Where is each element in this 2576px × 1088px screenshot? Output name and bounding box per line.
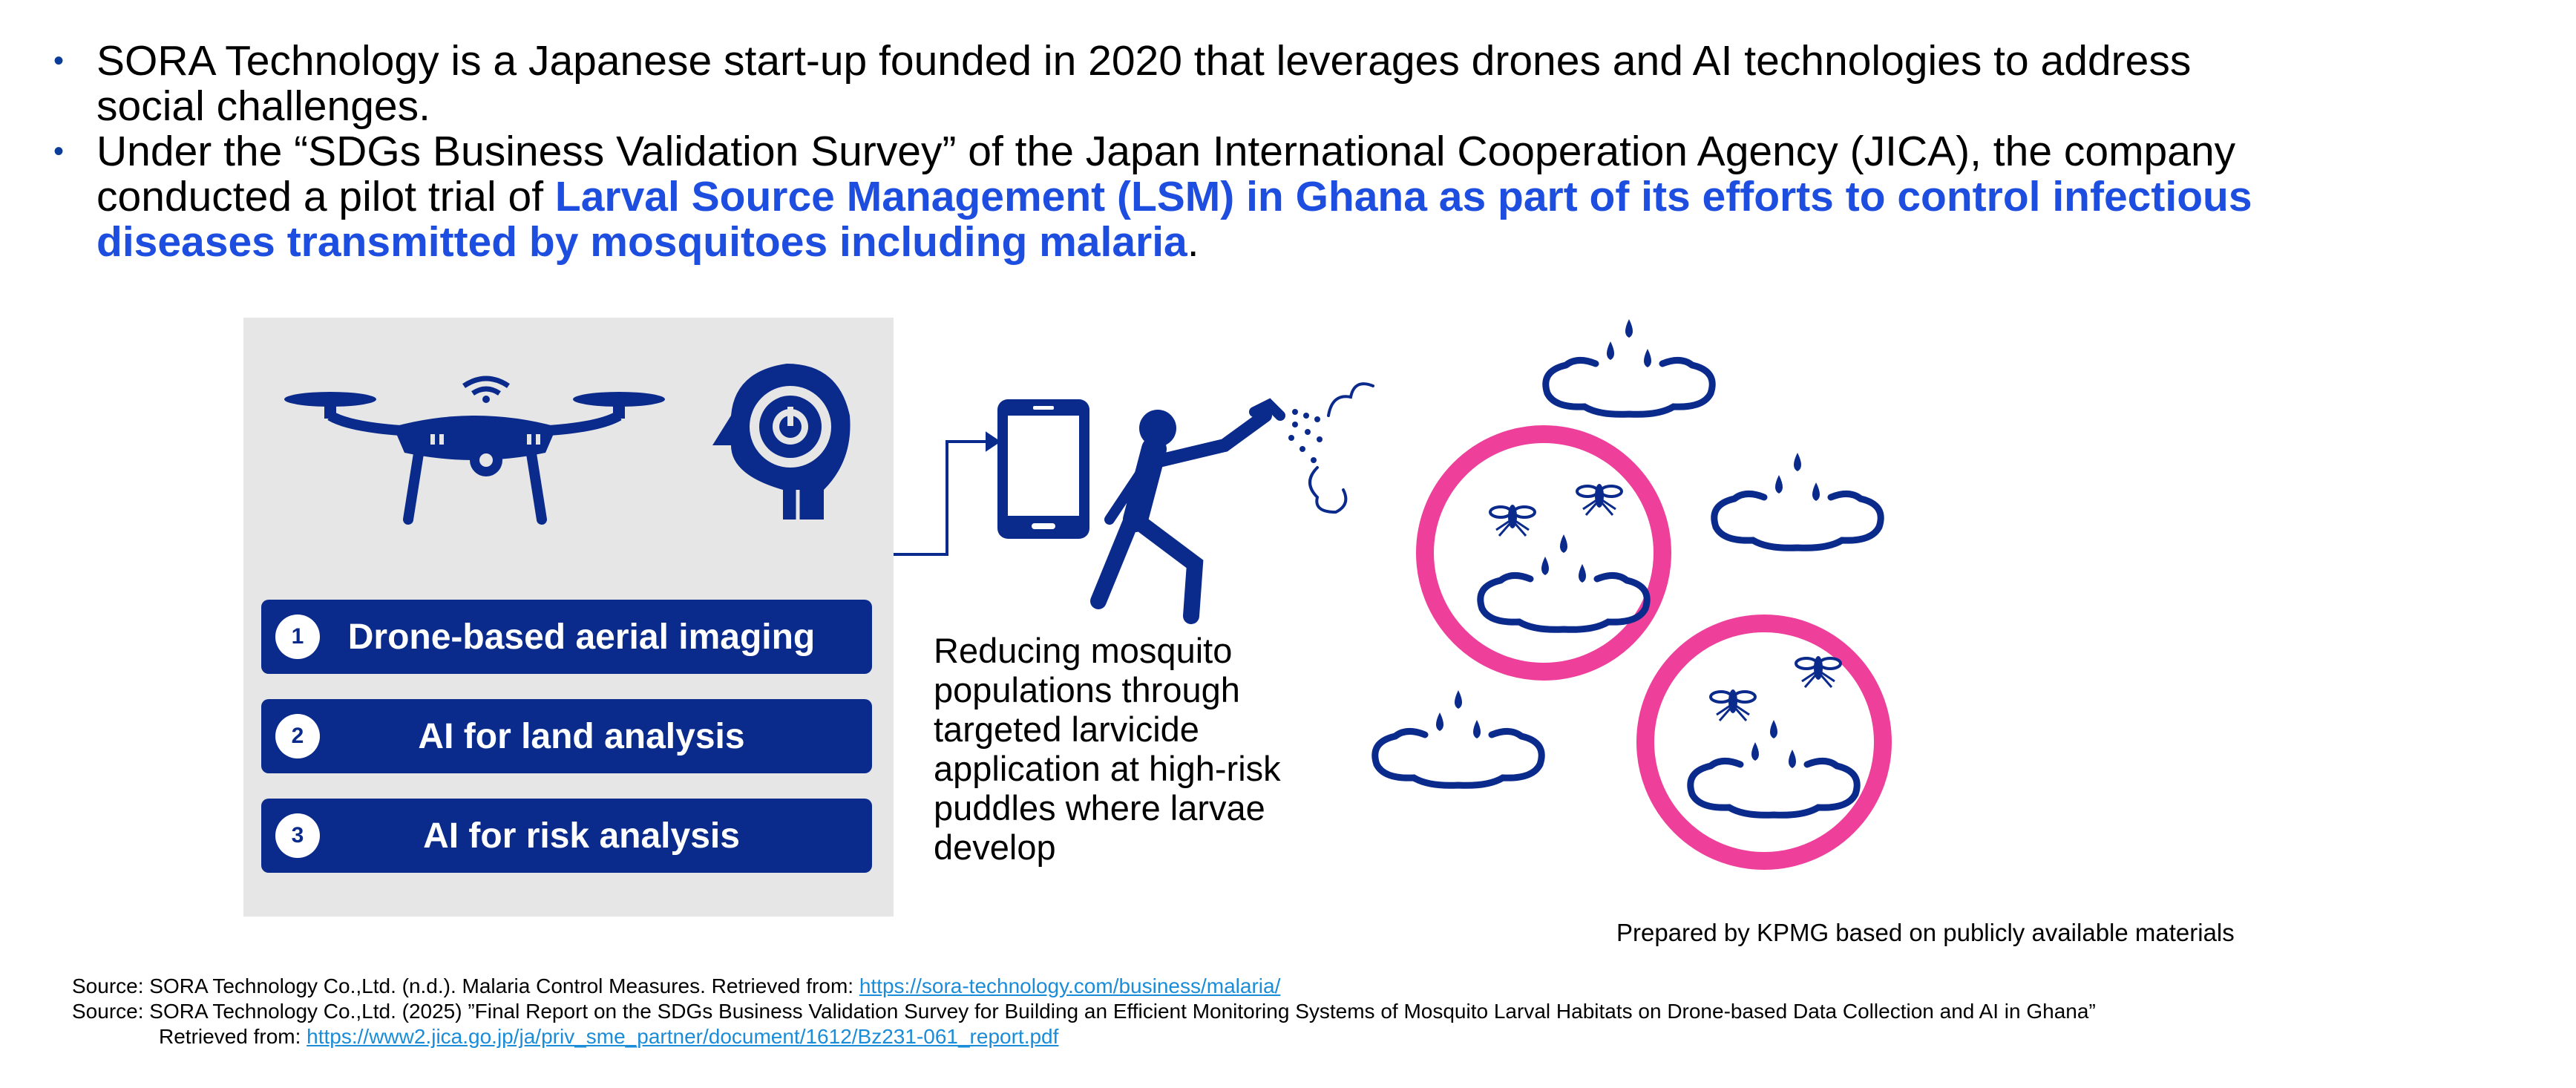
step-3-number: 3 — [275, 813, 320, 858]
person-spraying-icon — [1090, 382, 1374, 624]
puddle-icon — [1375, 690, 1541, 785]
step-3-label: AI for risk analysis — [423, 816, 740, 856]
bullet-2-highlight: Larval Source Management (LSM) in Ghana … — [96, 173, 2252, 266]
sources: Source: SORA Technology Co.,Ltd. (n.d.).… — [72, 974, 2096, 1049]
source-1-text: Source: SORA Technology Co.,Ltd. (n.d.).… — [72, 974, 859, 997]
mosquito-icon — [1489, 503, 1536, 537]
source-2-retrieved-label: Retrieved from: — [159, 1025, 307, 1048]
ai-head-gear-icon — [712, 364, 851, 520]
puddle-icon — [1714, 453, 1881, 548]
step-2-pill: 2 AI for land analysis — [261, 699, 872, 773]
source-1: Source: SORA Technology Co.,Ltd. (n.d.).… — [72, 974, 2096, 999]
bullet-dot-icon: • — [53, 135, 65, 168]
source-2-retrieved: Retrieved from: https://www2.jica.go.jp/… — [72, 1024, 2096, 1049]
puddle-icon — [1546, 319, 1712, 414]
bullet-1-text: SORA Technology is a Japanese start-up f… — [96, 37, 2192, 130]
connector-arrow-icon — [894, 431, 1001, 556]
bullet-dot-icon: • — [53, 45, 65, 77]
pink-highlight-circle — [1636, 615, 1892, 870]
mosquito-icon — [1795, 655, 1842, 689]
bullet-2-end: . — [1187, 218, 1199, 266]
bullet-1: • SORA Technology is a Japanese start-up… — [43, 39, 2269, 129]
step-2-number: 2 — [275, 714, 320, 758]
step-1-pill: 1 Drone-based aerial imaging — [261, 600, 872, 674]
drone-icon — [284, 376, 665, 525]
puddle-icon — [1481, 534, 1647, 629]
source-1-link[interactable]: https://sora-technology.com/business/mal… — [859, 974, 1281, 997]
bullet-2-text: Under the “SDGs Business Validation Surv… — [96, 128, 2236, 220]
bullet-2: • Under the “SDGs Business Validation Su… — [43, 129, 2269, 265]
prepared-by-note: Prepared by KPMG based on publicly avail… — [1616, 919, 2235, 946]
smartphone-icon — [997, 399, 1089, 539]
mosquito-icon — [1709, 688, 1757, 722]
source-2-link[interactable]: https://www2.jica.go.jp/ja/priv_sme_part… — [307, 1025, 1059, 1048]
step-3-pill: 3 AI for risk analysis — [261, 799, 872, 873]
source-2: Source: SORA Technology Co.,Ltd. (2025) … — [72, 1000, 2096, 1023]
step-1-label: Drone-based aerial imaging — [347, 617, 816, 657]
puddle-icon — [1691, 720, 1857, 815]
pink-highlight-circle — [1416, 425, 1671, 681]
lsm-description: Reducing mosquito populations through ta… — [934, 631, 1281, 867]
intro-bullets: • SORA Technology is a Japanese start-up… — [43, 39, 2269, 265]
step-2-label: AI for land analysis — [418, 716, 745, 756]
mosquito-icon — [1576, 482, 1623, 517]
step-1-number: 1 — [275, 615, 320, 659]
